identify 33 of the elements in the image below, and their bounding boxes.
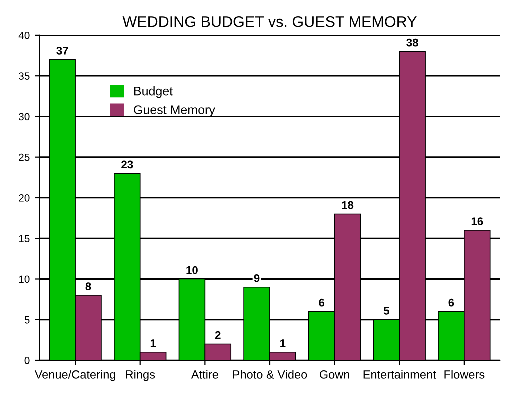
data-label: 6	[448, 298, 454, 307]
y-tick-label: 35	[18, 72, 30, 80]
data-label: 10	[186, 266, 198, 274]
x-tick-label: Rings	[126, 370, 156, 382]
y-tick-label: 5	[24, 316, 30, 324]
y-tick-label: 25	[19, 154, 30, 162]
data-label: 9	[254, 274, 260, 282]
data-label: 6	[319, 298, 325, 307]
y-tick-label: 40	[18, 32, 30, 40]
data-label: 37	[56, 46, 68, 55]
data-label: 5	[384, 307, 390, 315]
x-tick-label: Venue/Catering	[34, 370, 116, 382]
data-label: 23	[122, 160, 134, 169]
data-label: 1	[150, 340, 156, 348]
y-tick-label: 0	[24, 357, 30, 364]
chart-title: WEDDING BUDGET vs. GUEST MEMORY	[122, 16, 417, 28]
y-tick-label: 10	[19, 276, 30, 284]
legend-label: Budget	[134, 86, 173, 98]
x-tick-label: Photo & Video	[233, 370, 308, 379]
x-tick-label: Flowers	[444, 370, 485, 379]
y-tick-label: 20	[19, 194, 30, 202]
data-label: 8	[86, 282, 92, 291]
legend-label: Guest Memory	[134, 106, 216, 117]
y-tick-label: 30	[18, 113, 30, 121]
data-label: 18	[342, 201, 354, 210]
x-tick-label: Entertainment	[364, 370, 436, 379]
data-label: 2	[215, 331, 221, 340]
x-tick-label: Attire	[191, 370, 218, 379]
y-tick-label: 15	[19, 235, 30, 242]
data-label: 38	[406, 38, 418, 47]
data-label: 1	[280, 340, 286, 348]
data-label: 16	[472, 218, 484, 226]
x-tick-label: Gown	[320, 370, 350, 379]
